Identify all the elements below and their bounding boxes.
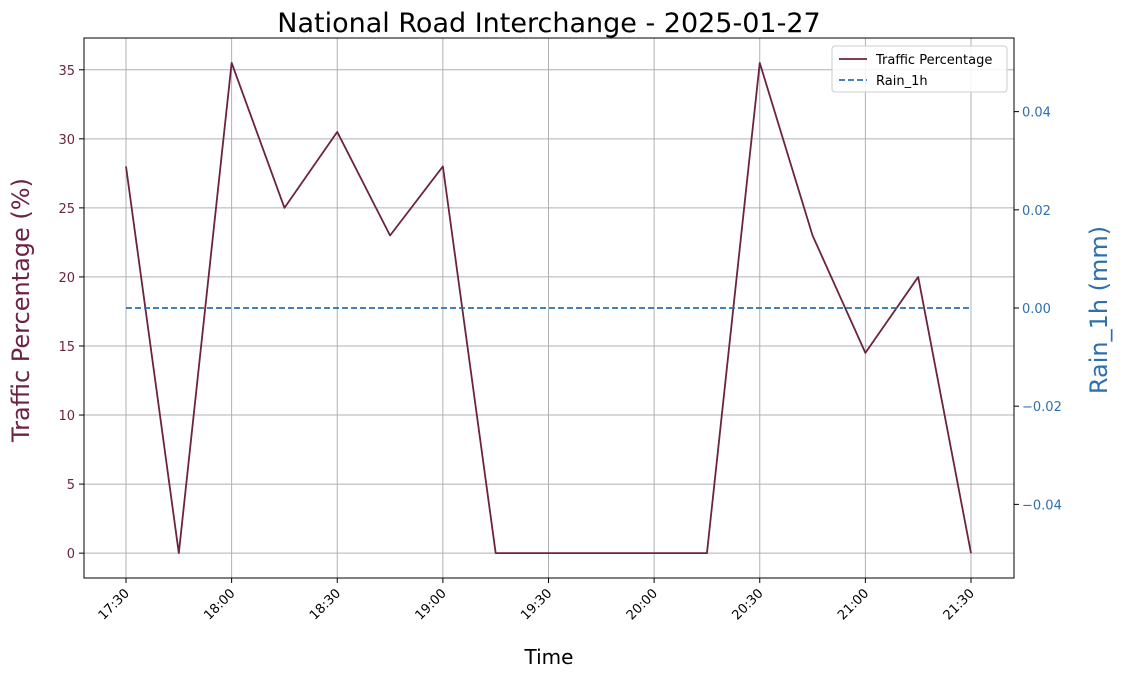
x-tick-label: 19:30	[518, 586, 555, 623]
y-right-tick-label: −0.04	[1022, 498, 1062, 513]
y-axis-label-right: Rain_1h (mm)	[1085, 226, 1113, 394]
x-tick-label: 18:30	[307, 586, 344, 623]
x-tick-label: 20:00	[624, 586, 661, 623]
x-tick-label: 18:00	[201, 586, 238, 623]
chart-title: National Road Interchange - 2025-01-27	[277, 8, 820, 39]
legend: Traffic Percentage Rain_1h	[831, 45, 1008, 93]
legend-label: Rain_1h	[876, 74, 928, 89]
y-left-tick-label: 25	[58, 202, 75, 217]
x-axis-label: Time	[524, 645, 574, 669]
y-left-tick-label: 20	[58, 271, 75, 286]
x-tick-label: 17:30	[96, 586, 133, 623]
x-tick-label: 19:00	[413, 586, 450, 623]
ticks: 17:30 18:00 18:30 19:00 19:30 20:00 20:30 21:00…	[58, 64, 1061, 624]
y-left-tick-label: 0	[67, 547, 75, 562]
x-tick-label: 21:30	[941, 586, 978, 623]
series-layer	[125, 61, 972, 555]
y-right-tick-label: 0.04	[1022, 106, 1051, 121]
x-tick-label: 21:00	[835, 586, 872, 623]
legend-box	[831, 45, 1008, 93]
y-axis-label-left: Traffic Percentage (%)	[7, 178, 35, 443]
y-left-tick-label: 5	[67, 478, 75, 493]
y-right-tick-label: 0.02	[1022, 204, 1051, 219]
y-left-tick-label: 15	[58, 340, 75, 355]
y-left-tick-label: 30	[58, 133, 75, 148]
y-right-tick-label: 0.00	[1022, 302, 1051, 317]
legend-label: Traffic Percentage	[875, 53, 992, 68]
y-right-tick-label: −0.02	[1022, 400, 1062, 415]
grid	[84, 38, 1014, 578]
y-left-tick-label: 10	[58, 409, 75, 424]
traffic-series-line	[125, 61, 972, 555]
x-tick-label: 20:30	[729, 586, 766, 623]
y-left-tick-label: 35	[58, 64, 75, 79]
